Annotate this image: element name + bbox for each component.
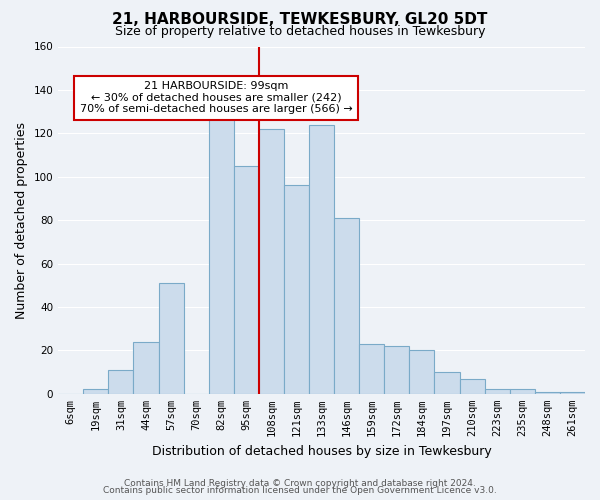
Bar — [560, 392, 585, 394]
Bar — [409, 350, 434, 394]
Bar — [259, 129, 284, 394]
Bar — [510, 390, 535, 394]
Y-axis label: Number of detached properties: Number of detached properties — [15, 122, 28, 318]
Bar — [109, 370, 133, 394]
Bar — [209, 110, 234, 394]
Bar — [535, 392, 560, 394]
Bar — [234, 166, 259, 394]
Bar — [133, 342, 158, 394]
Bar — [434, 372, 460, 394]
Bar — [485, 390, 510, 394]
Bar — [385, 346, 409, 394]
Bar — [334, 218, 359, 394]
Text: 21 HARBOURSIDE: 99sqm
← 30% of detached houses are smaller (242)
70% of semi-det: 21 HARBOURSIDE: 99sqm ← 30% of detached … — [80, 81, 353, 114]
Bar — [284, 186, 309, 394]
Bar — [359, 344, 385, 394]
Text: 21, HARBOURSIDE, TEWKESBURY, GL20 5DT: 21, HARBOURSIDE, TEWKESBURY, GL20 5DT — [112, 12, 488, 28]
Bar — [83, 390, 109, 394]
Text: Contains public sector information licensed under the Open Government Licence v3: Contains public sector information licen… — [103, 486, 497, 495]
Bar — [309, 124, 334, 394]
Bar — [158, 283, 184, 394]
X-axis label: Distribution of detached houses by size in Tewkesbury: Distribution of detached houses by size … — [152, 444, 491, 458]
Text: Contains HM Land Registry data © Crown copyright and database right 2024.: Contains HM Land Registry data © Crown c… — [124, 478, 476, 488]
Text: Size of property relative to detached houses in Tewkesbury: Size of property relative to detached ho… — [115, 25, 485, 38]
Bar — [460, 378, 485, 394]
